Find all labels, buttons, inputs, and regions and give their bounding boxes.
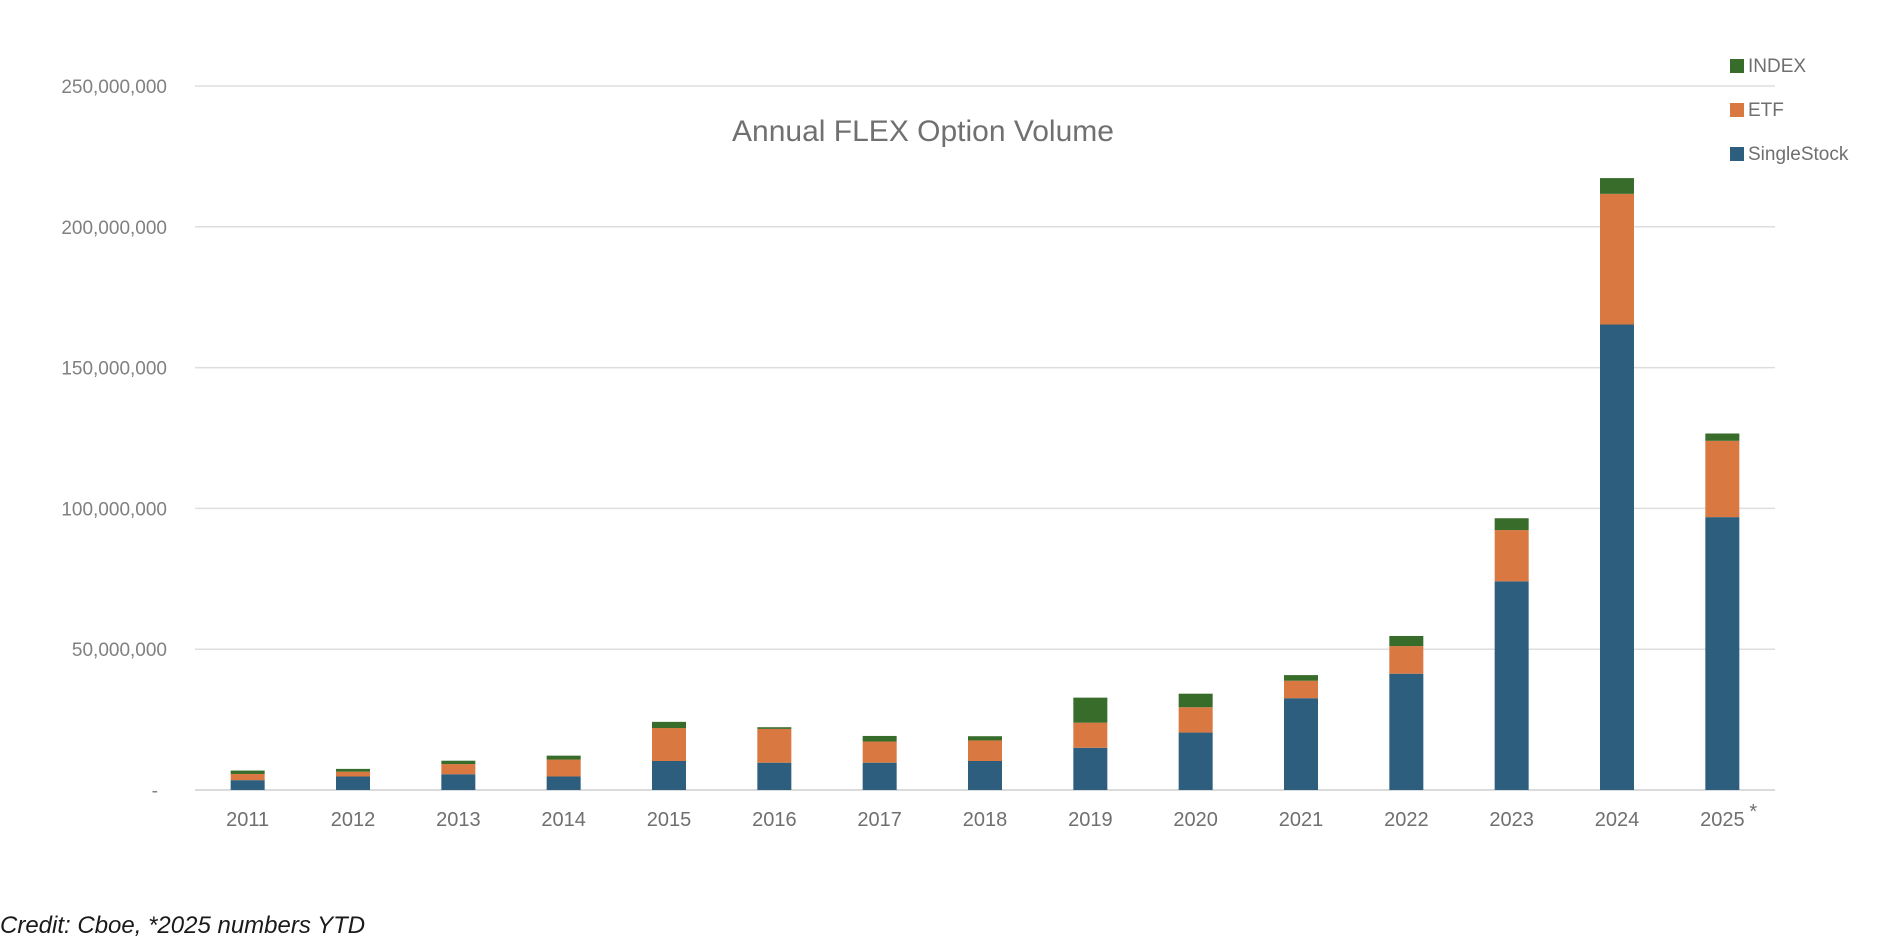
legend-label-index: INDEX [1748, 56, 1806, 77]
bar-segment-singlestock [968, 760, 1002, 790]
x-tick-label: 2015 [647, 809, 692, 831]
bar-segment-singlestock [230, 780, 265, 790]
bar-segment-singlestock [1073, 747, 1108, 790]
legend: INDEX ETF SingleStock [1730, 56, 1849, 165]
y-tick-label: 150,000,000 [61, 359, 167, 380]
legend-label-singlestock: SingleStock [1748, 144, 1849, 165]
bar-segment-singlestock [336, 776, 370, 790]
bar-stack-2015 [652, 721, 686, 790]
bar-segment-etf [968, 740, 1002, 761]
bar-stack-2011 [230, 770, 265, 790]
bar-segment-singlestock [757, 762, 792, 790]
bar-segment-index [1284, 675, 1318, 681]
x-tick-label: 2024 [1595, 809, 1640, 831]
bar-segment-index [336, 768, 370, 772]
x-tick-label: 2011 [226, 809, 269, 831]
bar-segment-singlestock [1494, 581, 1529, 790]
bar-segment-index [546, 755, 581, 760]
bar-stack-2023 [1494, 518, 1529, 790]
bar-segment-index [757, 727, 792, 729]
legend-label-etf: ETF [1748, 100, 1784, 121]
x-axis-ticks: 2011 2012 2013 2014 2015 2016 2017 2018 2019 2020… [226, 801, 1757, 831]
bar-segment-etf [546, 759, 581, 777]
x-tick-label: 2023 [1489, 809, 1534, 831]
bar-segment-singlestock [862, 762, 897, 790]
bar-segment-etf [230, 773, 265, 781]
bar-segment-etf [652, 728, 686, 761]
bar-segment-singlestock [546, 776, 581, 790]
bar-segment-singlestock [1705, 517, 1740, 790]
bar-segment-etf [862, 741, 897, 763]
y-axis-ticks: - 50,000,000 100,000,000 150,000,000 200,000… [61, 77, 167, 802]
bar-segment-index [1389, 635, 1424, 647]
bar-segment-index [1073, 697, 1108, 723]
y-tick-label: 100,000,000 [61, 499, 167, 520]
y-tick-label: 200,000,000 [61, 218, 167, 239]
bar-segment-index [652, 721, 686, 729]
bar-segment-singlestock [1284, 698, 1318, 790]
bar-segment-etf [1284, 680, 1318, 699]
bar-stack-2018 [968, 736, 1002, 790]
bar-segment-singlestock [1389, 673, 1424, 790]
gridlines [195, 85, 1775, 791]
legend-swatch-singlestock [1730, 147, 1744, 161]
bar-segment-etf [757, 728, 792, 763]
x-tick-label: 2013 [436, 809, 481, 831]
bar-stack-2013 [441, 760, 476, 790]
bar-segment-etf [336, 771, 370, 777]
bar-segment-etf [441, 764, 476, 775]
y-tick-label: - [152, 781, 158, 802]
bar-segment-index [230, 770, 265, 774]
bar-segment-singlestock [1178, 732, 1213, 790]
x-tick-label: 2020 [1173, 809, 1218, 831]
bar-stack-2019 [1073, 697, 1108, 790]
bar-segment-singlestock [652, 760, 686, 790]
bar-stack-2020 [1178, 693, 1213, 790]
bar-stack-2017 [862, 735, 897, 790]
x-tick-label: 2025 [1700, 809, 1745, 831]
x-tick-label: 2016 [752, 809, 797, 831]
bar-segment-index [862, 735, 897, 742]
bar-stack-2012 [336, 768, 370, 790]
y-tick-label: 50,000,000 [72, 640, 167, 661]
bar-segment-index [1178, 693, 1213, 708]
x-tick-marker: * [1749, 801, 1757, 823]
chart-title: Annual FLEX Option Volume [732, 115, 1114, 148]
bar-segment-etf [1073, 722, 1108, 748]
x-tick-label: 2021 [1279, 809, 1324, 831]
bar-stack-2016 [757, 727, 792, 790]
bar-segment-etf [1494, 530, 1529, 582]
x-tick-label: 2017 [857, 809, 902, 831]
y-tick-label: 250,000,000 [61, 77, 167, 98]
bar-segment-etf [1600, 193, 1634, 325]
bar-segment-index [441, 760, 476, 765]
bar-stack-2025 [1705, 433, 1740, 790]
legend-swatch-index [1730, 59, 1744, 73]
flex-volume-chart: - 50,000,000 100,000,000 150,000,000 200,000… [61, 56, 1849, 831]
x-tick-label: 2018 [963, 809, 1008, 831]
bar-stack-2014 [546, 755, 581, 790]
bar-segment-etf [1705, 440, 1740, 518]
bar-segment-index [1494, 518, 1529, 531]
bar-segment-index [1705, 433, 1740, 441]
bar-stack-2022 [1389, 635, 1424, 790]
x-tick-label: 2014 [541, 809, 586, 831]
bar-segment-singlestock [1600, 324, 1634, 790]
x-tick-label: 2012 [331, 809, 376, 831]
bar-segment-index [1600, 178, 1634, 194]
bar-stack-2024 [1600, 178, 1634, 790]
bar-segment-singlestock [441, 774, 476, 790]
bar-segment-index [968, 736, 1002, 741]
legend-swatch-etf [1730, 103, 1744, 117]
bar-segment-etf [1389, 646, 1424, 674]
credit-note: Credit: Cboe, *2025 numbers YTD [0, 912, 366, 939]
bar-stacks [230, 178, 1740, 790]
x-tick-label: 2019 [1068, 809, 1113, 831]
x-tick-label: 2022 [1384, 809, 1429, 831]
bar-stack-2021 [1284, 675, 1318, 790]
bar-segment-etf [1178, 707, 1213, 733]
